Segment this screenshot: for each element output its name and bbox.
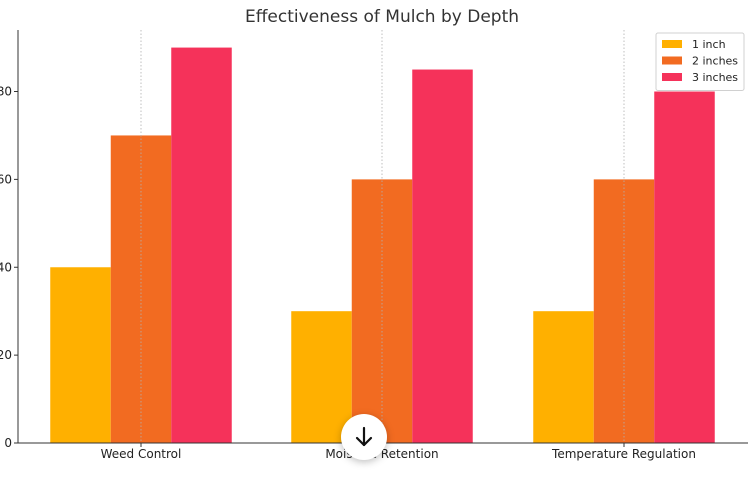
grid — [140, 30, 625, 443]
bar-1-inch-2 — [533, 311, 594, 443]
legend-swatch-0 — [662, 40, 682, 48]
arrow-down-icon — [355, 426, 373, 447]
y-tick-label-3: 60 — [0, 172, 12, 186]
y-tick-label-0: 0 — [4, 436, 12, 450]
y-tick-label-2: 40 — [0, 260, 12, 274]
legend-swatch-2 — [662, 73, 682, 81]
y-axis-ticks: 0 20 40 60 80 — [0, 85, 18, 450]
legend-label-2: 3 inches — [692, 71, 738, 84]
bar-3-inches-2 — [654, 91, 715, 444]
y-tick-label-1: 20 — [0, 348, 12, 362]
bar-1-inch-1 — [291, 311, 352, 443]
bar-1-inch-0 — [50, 267, 111, 443]
legend-swatch-1 — [662, 56, 682, 65]
legend-label-0: 1 inch — [692, 38, 726, 51]
x-axis-ticks: Weed Control Moisture Retention Temperatur… — [101, 443, 696, 461]
scroll-down-button[interactable] — [341, 414, 387, 460]
bars — [50, 47, 715, 444]
bar-3-inches-0 — [171, 47, 232, 444]
x-tick-label-0: Weed Control — [101, 447, 182, 461]
bar-3-inches-1 — [412, 69, 473, 444]
chart-title: Effectiveness of Mulch by Depth — [245, 7, 519, 27]
x-tick-label-2: Temperature Regulation — [551, 447, 696, 461]
y-tick-label-4: 80 — [0, 85, 12, 99]
legend: 1 inch 2 inches 3 inches — [655, 32, 745, 91]
legend-label-1: 2 inches — [692, 55, 738, 68]
